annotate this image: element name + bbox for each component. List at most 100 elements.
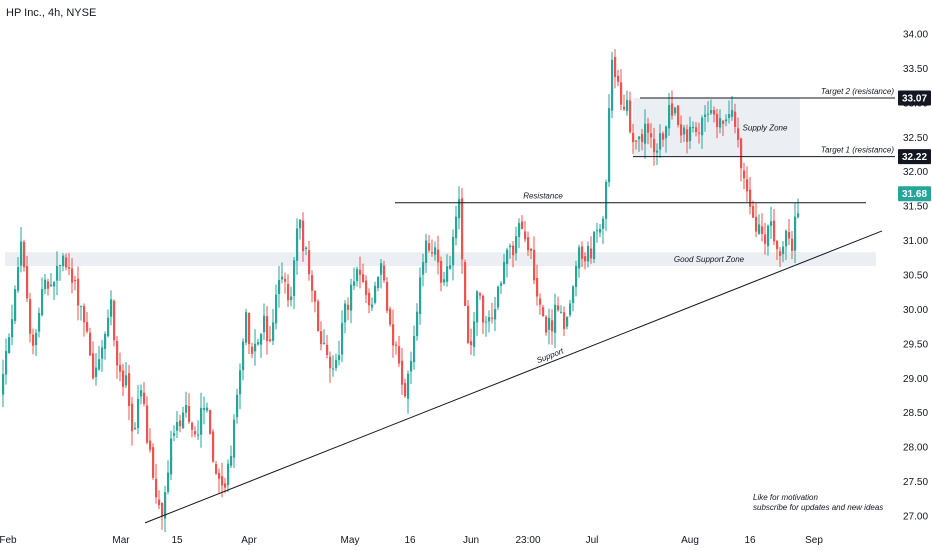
candle-body (761, 226, 764, 234)
candle-body (344, 303, 347, 323)
candle-body (206, 407, 209, 411)
candle-body (263, 315, 266, 333)
candle-body (611, 59, 614, 111)
candle-body (680, 124, 683, 136)
price-tick: 29.50 (903, 339, 928, 350)
candle-body (515, 236, 518, 254)
label-target: Target 2 (resistance) (821, 87, 894, 96)
candle-body (764, 234, 767, 244)
candle-body (512, 245, 515, 256)
candle-body (287, 283, 290, 301)
candle-body (86, 322, 89, 332)
candle-body (599, 228, 602, 233)
candle-body (95, 367, 98, 378)
candle-body (188, 405, 191, 422)
candle-body (200, 407, 203, 435)
candle-body (629, 100, 632, 133)
chart-title: HP Inc., 4h, NYSE (6, 7, 96, 19)
candle-body (311, 275, 314, 291)
candle-body (584, 256, 587, 262)
candle-body (26, 266, 29, 299)
candle-body (284, 278, 287, 282)
candle-body (743, 170, 746, 179)
candle-body (479, 293, 482, 296)
candle-body (683, 127, 686, 135)
candle-body (668, 104, 671, 129)
candle-body (428, 243, 431, 251)
candle-body (305, 247, 308, 250)
candle-body (749, 189, 752, 207)
candle-body (719, 118, 722, 128)
candle-body (527, 237, 530, 251)
candle-body (419, 277, 422, 314)
candle-body (194, 431, 197, 435)
candle-body (524, 231, 527, 240)
candle-body (257, 342, 260, 345)
candle-body (278, 279, 281, 295)
candle-body (398, 346, 401, 364)
candle-body (350, 284, 353, 311)
candle-body (722, 120, 725, 124)
candle-body (701, 117, 704, 136)
candle-body (299, 219, 302, 229)
candle-body (581, 246, 584, 259)
price-tick: 30.50 (903, 271, 928, 282)
candle-body (383, 265, 386, 281)
candle-body (461, 198, 464, 260)
candle-body (47, 281, 50, 289)
candle-body (737, 128, 740, 140)
candle-body (224, 483, 227, 488)
time-tick: 15 (171, 535, 183, 546)
candle-body (254, 343, 257, 352)
candle-body (614, 57, 617, 78)
note-line: Like for motivation (753, 493, 818, 502)
price-tick: 27.00 (903, 512, 928, 523)
time-tick: Jun (463, 535, 479, 546)
candle-body (386, 282, 389, 311)
candle-body (110, 299, 113, 317)
candle-body (725, 119, 728, 122)
candle-body (686, 129, 689, 142)
time-tick: Jul (586, 535, 599, 546)
candle-body (563, 312, 566, 329)
candle-body (215, 464, 218, 474)
candle-body (125, 375, 128, 386)
candle-body (503, 261, 506, 284)
price-badges: 33.07 32.22 31.68 (898, 90, 931, 202)
candle-body (11, 319, 14, 338)
candle-body (275, 294, 278, 324)
candle-body (68, 267, 71, 269)
candle-body (635, 140, 638, 142)
candle-body (368, 292, 371, 306)
time-tick: 23:00 (515, 535, 540, 546)
candle-body (413, 336, 416, 363)
candle-body (362, 274, 365, 283)
candle-body (320, 331, 323, 345)
candle-body (782, 246, 785, 255)
candle-body (293, 260, 296, 296)
price-tick: 32.50 (903, 133, 928, 144)
candle-body (671, 103, 674, 116)
candle-body (20, 241, 23, 266)
candle-body (704, 114, 707, 117)
candle-body (281, 276, 284, 280)
candle-body (227, 463, 230, 486)
candle-body (590, 248, 593, 259)
candle-body (539, 298, 542, 305)
candle-body (128, 373, 131, 407)
price-tick: 28.00 (903, 443, 928, 454)
candle-body (662, 133, 665, 140)
candle-body (773, 220, 776, 242)
candle-body (746, 179, 749, 192)
candle-body (71, 268, 74, 283)
candle-body (644, 123, 647, 144)
candle-body (734, 111, 737, 127)
candle-body (500, 283, 503, 286)
candle-body (731, 110, 734, 117)
candle-body (653, 139, 656, 153)
candle-body (374, 285, 377, 303)
candle-body (245, 312, 248, 343)
candle-body (380, 263, 383, 275)
candle-body (17, 266, 20, 291)
